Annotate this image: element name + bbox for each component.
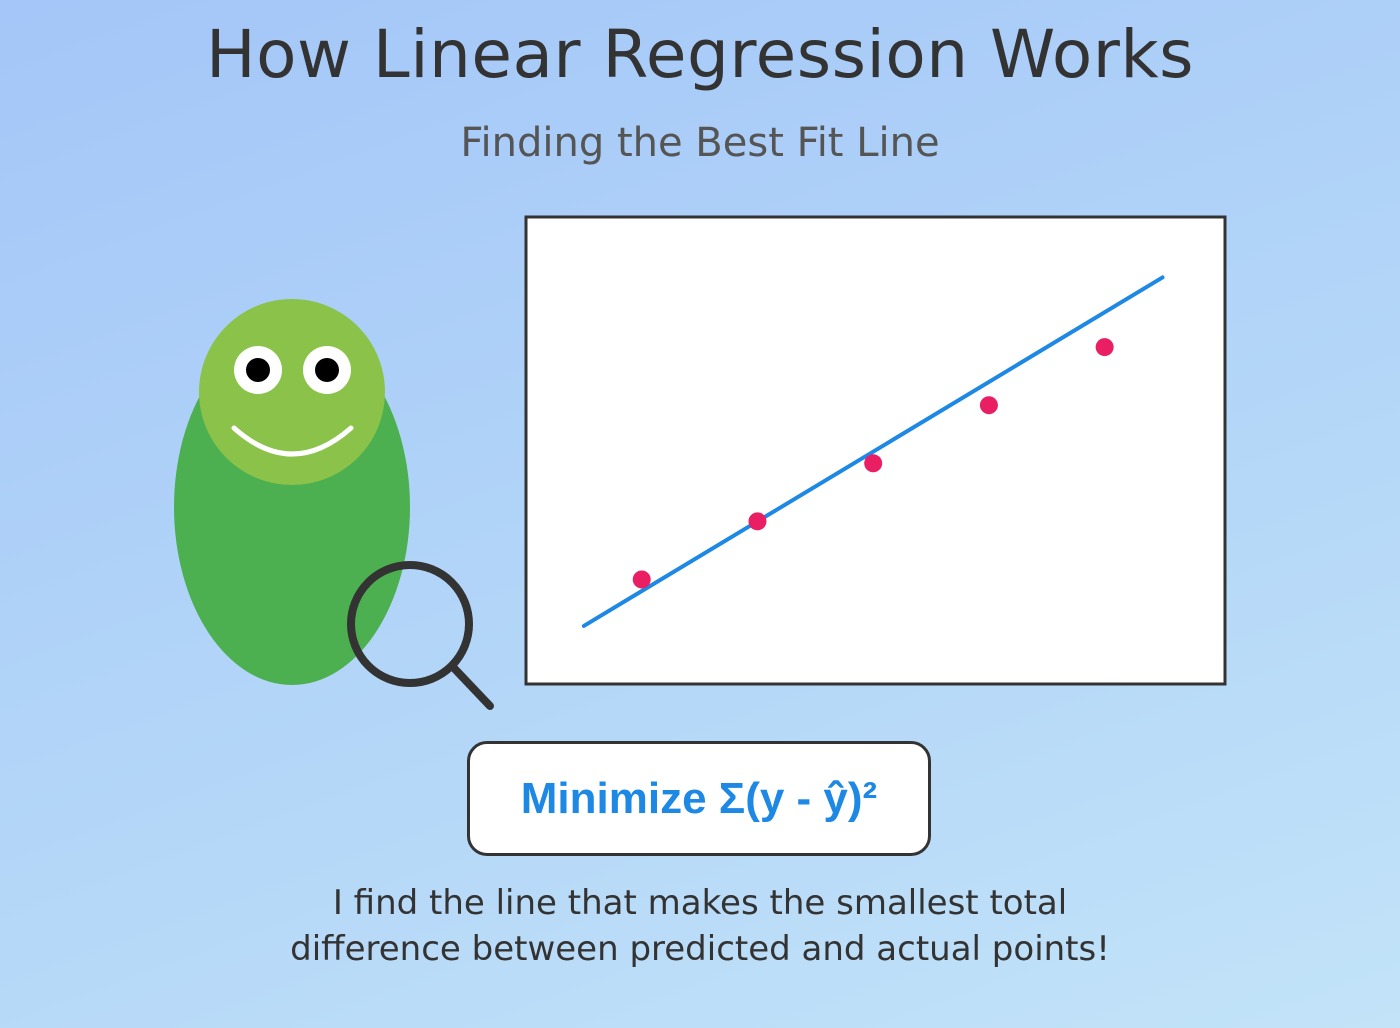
mascot-character: [174, 299, 410, 685]
explanation-caption: I find the line that makes the smallest …: [200, 880, 1200, 972]
diagram-subtitle: Finding the Best Fit Line: [460, 120, 940, 166]
data-point-4: [979, 396, 998, 415]
diagram-title: How Linear Regression Works: [205, 16, 1195, 93]
formula-box: Minimize Σ(y - ŷ)²: [467, 741, 931, 856]
caption-line-2: difference between predicted and actual …: [290, 929, 1110, 969]
data-points: [632, 338, 1114, 589]
scatter-chart: [524, 215, 1227, 686]
magnifying-glass-icon: [347, 561, 494, 710]
mascot-left-pupil: [246, 358, 270, 382]
best-fit-line: [581, 275, 1165, 628]
formula-text: Minimize Σ(y - ŷ)²: [520, 773, 878, 823]
mascot-head: [199, 299, 385, 485]
data-point-5: [1095, 338, 1114, 357]
data-point-2: [748, 512, 767, 531]
mascot-right-pupil: [315, 358, 339, 382]
data-point-1: [632, 570, 651, 589]
caption-line-1: I find the line that makes the smallest …: [332, 883, 1068, 923]
mascot-smile: [231, 425, 354, 457]
data-point-3: [864, 454, 883, 473]
